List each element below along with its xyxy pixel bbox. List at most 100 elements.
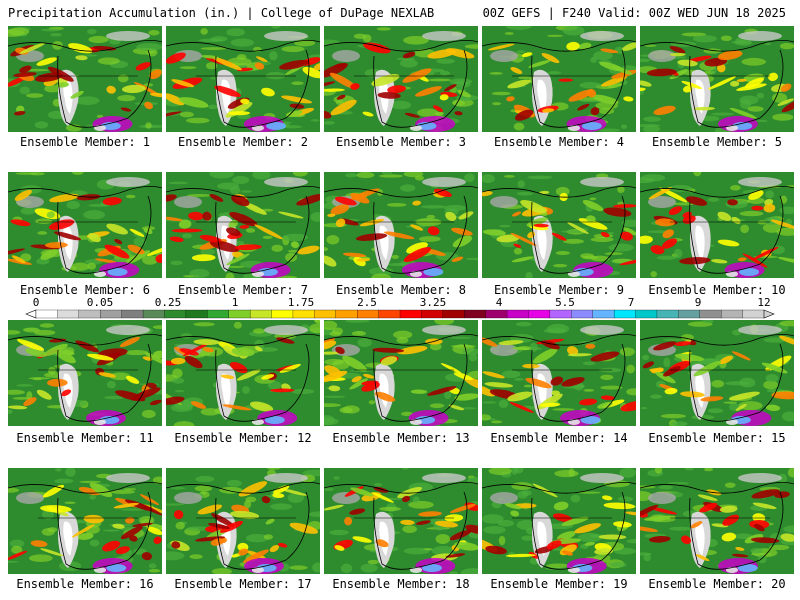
colorbar-tick-label: 5.5 — [555, 296, 575, 309]
precip-map — [324, 26, 478, 132]
colorbar-swatch — [100, 309, 123, 319]
precip-map — [482, 172, 636, 278]
precip-map — [8, 172, 162, 278]
colorbar-tick-label: 0.25 — [154, 296, 182, 309]
ensemble-member-label: Ensemble Member: 11 — [16, 431, 154, 445]
precip-map — [640, 172, 794, 278]
colorbar-tick-label: 9 — [694, 296, 702, 309]
colorbar-tick-label: 1.75 — [287, 296, 315, 309]
colorbar-tick-label: 4 — [495, 296, 503, 309]
colorbar-swatch — [549, 309, 572, 319]
colorbar-swatch — [442, 309, 465, 319]
colorbar-tick-label: 2.5 — [357, 296, 377, 309]
ensemble-map-panel — [324, 26, 478, 132]
colorbar-swatch — [185, 309, 208, 319]
colorbar-swatch — [656, 309, 679, 319]
ensemble-map-panel — [324, 468, 478, 574]
colorbar-swatch — [678, 309, 701, 319]
colorbar-swatch — [249, 309, 272, 319]
colorbar-tick-label: 0.05 — [86, 296, 114, 309]
precip-map — [8, 26, 162, 132]
ensemble-map-panel — [8, 320, 162, 426]
colorbar-swatch — [613, 309, 636, 319]
precip-map — [324, 468, 478, 574]
ensemble-member-label: Ensemble Member: 14 — [490, 431, 628, 445]
colorbar-swatch — [421, 309, 444, 319]
colorbar-swatch — [485, 309, 508, 319]
ensemble-member-label: Ensemble Member: 3 — [335, 135, 467, 149]
ensemble-map-panel — [166, 320, 320, 426]
ensemble-map-panel — [324, 172, 478, 278]
ensemble-member-label: Ensemble Member: 17 — [174, 577, 312, 591]
precip-map — [324, 172, 478, 278]
header-title: Precipitation Accumulation (in.) | Colle… — [8, 6, 435, 20]
ensemble-map-panel — [166, 26, 320, 132]
precip-map — [482, 468, 636, 574]
colorbar-swatch — [57, 309, 80, 319]
ensemble-member-label: Ensemble Member: 13 — [332, 431, 470, 445]
precip-map — [482, 26, 636, 132]
ensemble-member-label: Ensemble Member: 6 — [19, 283, 151, 297]
colorbar-swatch — [721, 309, 744, 319]
precip-colorbar — [25, 309, 775, 319]
ensemble-member-label: Ensemble Member: 8 — [335, 283, 467, 297]
colorbar-min-arrow — [25, 309, 37, 319]
ensemble-map-panel — [8, 172, 162, 278]
colorbar-tick-label: 7 — [627, 296, 635, 309]
ensemble-member-label: Ensemble Member: 4 — [493, 135, 625, 149]
ensemble-member-label: Ensemble Member: 15 — [648, 431, 786, 445]
colorbar-swatch — [121, 309, 144, 319]
ensemble-map-panel — [640, 468, 794, 574]
precip-map — [166, 468, 320, 574]
colorbar-swatch — [399, 309, 422, 319]
colorbar-swatch — [742, 309, 765, 319]
colorbar-swatch — [635, 309, 658, 319]
colorbar-swatch — [78, 309, 101, 319]
ensemble-map-panel — [8, 26, 162, 132]
ensemble-member-label: Ensemble Member: 19 — [490, 577, 628, 591]
colorbar-tick-label: 0 — [32, 296, 40, 309]
colorbar-swatch — [335, 309, 358, 319]
colorbar-swatch — [207, 309, 230, 319]
ensemble-map-panel — [324, 320, 478, 426]
colorbar-tick-label: 1 — [231, 296, 239, 309]
precip-map — [166, 172, 320, 278]
ensemble-map-panel — [640, 26, 794, 132]
ensemble-map-panel — [166, 172, 320, 278]
colorbar-swatch — [292, 309, 315, 319]
precip-map — [324, 320, 478, 426]
colorbar-swatch — [357, 309, 380, 319]
precip-map — [640, 320, 794, 426]
ensemble-member-label: Ensemble Member: 12 — [174, 431, 312, 445]
colorbar-swatch — [142, 309, 165, 319]
colorbar-swatch — [378, 309, 401, 319]
colorbar-swatch — [528, 309, 551, 319]
ensemble-member-label: Ensemble Member: 18 — [332, 577, 470, 591]
ensemble-map-panel — [482, 172, 636, 278]
colorbar-swatch — [35, 309, 58, 319]
ensemble-member-label: Ensemble Member: 2 — [177, 135, 309, 149]
ensemble-member-label: Ensemble Member: 9 — [493, 283, 625, 297]
colorbar-swatch — [164, 309, 187, 319]
colorbar-swatch — [271, 309, 294, 319]
colorbar-swatch — [506, 309, 529, 319]
ensemble-map-panel — [640, 320, 794, 426]
ensemble-member-label: Ensemble Member: 16 — [16, 577, 154, 591]
ensemble-member-label: Ensemble Member: 5 — [651, 135, 783, 149]
ensemble-map-panel — [482, 26, 636, 132]
colorbar-swatch — [228, 309, 251, 319]
ensemble-map-panel — [482, 468, 636, 574]
ensemble-map-panel — [166, 468, 320, 574]
precip-map — [8, 468, 162, 574]
colorbar-swatch — [571, 309, 594, 319]
ensemble-map-panel — [8, 468, 162, 574]
colorbar-tick-label: 3.25 — [419, 296, 447, 309]
precip-map — [166, 320, 320, 426]
ensemble-member-label: Ensemble Member: 7 — [177, 283, 309, 297]
ensemble-map-panel — [482, 320, 636, 426]
ensemble-member-label: Ensemble Member: 20 — [648, 577, 786, 591]
ensemble-member-label: Ensemble Member: 1 — [19, 135, 151, 149]
colorbar-swatch — [592, 309, 615, 319]
precip-map — [8, 320, 162, 426]
colorbar-tick-label: 12 — [757, 296, 771, 309]
